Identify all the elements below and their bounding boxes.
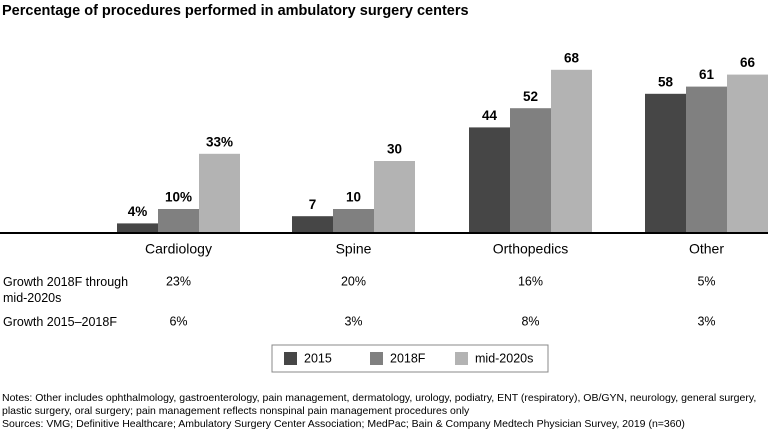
notes: Notes: Other includes ophthalmology, gas… bbox=[2, 392, 757, 417]
data-label: 68 bbox=[564, 50, 580, 65]
bar bbox=[333, 209, 374, 233]
data-label: 30 bbox=[387, 142, 402, 157]
data-label: 7 bbox=[309, 197, 317, 212]
bar bbox=[469, 127, 510, 233]
legend-box bbox=[271, 344, 549, 373]
bar bbox=[510, 108, 551, 233]
sources: Sources: VMG; Definitive Healthcare; Amb… bbox=[2, 418, 685, 430]
data-label: 61 bbox=[699, 67, 715, 82]
growth-row-label: Growth 2018F through mid-2020s bbox=[3, 275, 129, 305]
bar bbox=[374, 161, 415, 233]
legend-swatch bbox=[284, 352, 297, 365]
x-tick-label: Orthopedics bbox=[493, 241, 568, 257]
growth-value: 8% bbox=[521, 314, 539, 328]
data-label: 58 bbox=[658, 74, 674, 89]
bar bbox=[686, 86, 727, 233]
legend-label: 2018F bbox=[390, 351, 426, 365]
data-label: 52 bbox=[523, 89, 538, 104]
data-label: 44 bbox=[482, 108, 498, 123]
legend-label: mid-2020s bbox=[475, 351, 533, 365]
legend-swatch bbox=[370, 352, 383, 365]
growth-value: 3% bbox=[697, 314, 715, 328]
data-label: 66 bbox=[740, 55, 756, 70]
growth-value: 20% bbox=[341, 274, 366, 288]
legend-label: 2015 bbox=[304, 351, 332, 365]
data-label: 10 bbox=[346, 190, 361, 205]
data-label: 10% bbox=[165, 190, 192, 205]
growth-value: 16% bbox=[518, 274, 543, 288]
growth-value: 6% bbox=[169, 314, 187, 328]
growth-value: 3% bbox=[344, 314, 362, 328]
bar bbox=[199, 153, 240, 233]
bar bbox=[727, 74, 768, 233]
growth-value: 23% bbox=[166, 274, 191, 288]
bar bbox=[117, 223, 158, 233]
x-tick-label: Cardiology bbox=[145, 241, 212, 257]
growth-row-label: Growth 2015–2018F bbox=[3, 315, 117, 329]
bar bbox=[158, 209, 199, 233]
bar bbox=[645, 93, 686, 233]
bar bbox=[551, 69, 592, 233]
bar bbox=[292, 216, 333, 233]
growth-value: 5% bbox=[697, 274, 715, 288]
x-tick-label: Spine bbox=[336, 241, 372, 257]
chart-title: Percentage of procedures performed in am… bbox=[2, 3, 469, 19]
legend-swatch bbox=[455, 352, 468, 365]
x-tick-label: Other bbox=[689, 241, 724, 257]
data-label: 4% bbox=[128, 204, 148, 219]
data-label: 33% bbox=[206, 134, 233, 149]
